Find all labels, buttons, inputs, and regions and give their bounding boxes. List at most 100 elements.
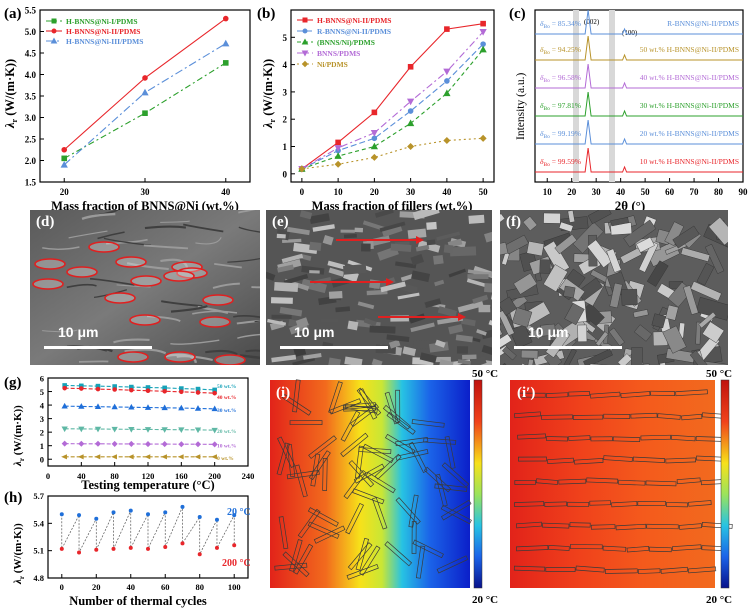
i-filler-35 [297, 508, 321, 539]
f-texture-98 [659, 362, 669, 365]
b-series-3-point-5 [479, 29, 487, 36]
i-filler-36 [384, 541, 413, 567]
e-texture-124 [402, 346, 417, 357]
d-ellipse-14 [164, 351, 196, 363]
b-legend-marker-3 [301, 50, 309, 57]
panel-a-ylabel-sub: r [10, 118, 19, 122]
e-texture-26 [468, 214, 485, 224]
g-series-2-point-9 [211, 405, 218, 412]
i2-filler-5 [650, 390, 676, 396]
d-ellipse-11 [129, 314, 161, 326]
e-texture-41 [292, 357, 316, 365]
i2-filler-62 [513, 565, 546, 572]
a-xtick-label-1: 30 [141, 187, 151, 197]
panel-h-frame [47, 495, 249, 579]
c-trace-delta-2: δBo = 96.58% [540, 73, 581, 84]
i-filler-49 [329, 398, 362, 415]
f-texture-140 [577, 324, 588, 342]
g-series-3-point-2 [94, 426, 102, 433]
h-xtick-label-4: 80 [195, 582, 204, 592]
label-200c: 200 °C [222, 558, 251, 569]
panel-a-ylabel: λr (W/(m·K)) [3, 59, 19, 129]
b-legend-label-4: Ni/PDMS [317, 60, 348, 69]
panel-c-frame [534, 9, 744, 183]
i2-filler-46 [515, 521, 543, 529]
g-series-4-point-0 [61, 440, 68, 447]
e-texture-37 [369, 279, 381, 289]
a-ytick-label-8: 5.5 [25, 6, 37, 16]
panel-a-ylabel-unit: (W/(m·K)) [3, 59, 17, 119]
i-filler-62 [411, 521, 417, 554]
c-xtick-label-8: 90 [739, 187, 749, 197]
g-series-4-point-3 [111, 440, 118, 447]
a-ytick-label-2: 2.5 [25, 135, 37, 145]
i-filler-5 [307, 507, 339, 527]
b-series-2-line [301, 49, 484, 170]
f-texture-92 [543, 264, 569, 292]
g-series-5-point-2 [94, 454, 101, 460]
c-trace-delta-5: δBo = 99.59% [540, 157, 581, 168]
i2-filler-28 [665, 457, 697, 464]
g-ytick-label-1: 1 [40, 441, 44, 451]
i2-filler-38 [514, 501, 545, 507]
i-filler-25 [436, 555, 469, 574]
g-series-label-1: 40 wt.% [217, 395, 237, 401]
c-trace-1 [535, 35, 743, 61]
d-texture-33 [212, 282, 240, 289]
b-series-4-point-5 [479, 134, 487, 142]
panel-c-ylabel: Intensity (a.u.) [515, 72, 527, 140]
i2-filler-6 [675, 389, 708, 397]
sem-image-e: (e) 10 μm [266, 210, 492, 365]
e-texture-79 [328, 267, 345, 277]
e-texture-104 [467, 274, 489, 280]
colorbar-i-prime-max: 50 °C [706, 368, 732, 380]
d-texture-5 [245, 349, 260, 353]
i2-filler-57 [602, 545, 627, 552]
b-legend-label-3: BNNS/PDMS [317, 49, 360, 58]
panel-b-ylabel-sub: r [268, 118, 277, 122]
c-trace-0 [535, 9, 743, 35]
b-legend-label-0: H-BNNS@Ni-II/PDMS [317, 16, 391, 25]
e-texture-130 [274, 281, 299, 292]
i-filler-6 [365, 472, 396, 494]
d-texture-8 [66, 283, 97, 289]
colorbar-i-min: 20 °C [472, 594, 498, 606]
e-texture-107 [386, 334, 410, 342]
e-texture-15 [413, 340, 431, 349]
b-series-3-point-1 [334, 145, 342, 152]
d-texture-37 [126, 262, 169, 271]
e-texture-66 [484, 227, 492, 243]
c-trace-3 [535, 91, 743, 117]
b-series-0-point-2 [371, 109, 378, 116]
h-series-1-point-10 [232, 543, 237, 548]
e-texture-35 [283, 273, 309, 285]
b-series-4-point-1 [334, 160, 342, 168]
f-texture-25 [500, 333, 513, 350]
i-filler-68 [434, 483, 468, 492]
e-texture-2 [357, 301, 375, 310]
e-texture-108 [455, 334, 473, 343]
g-series-3-point-9 [211, 427, 218, 434]
i2-filler-8 [541, 414, 573, 420]
panel-h-ylabel-unit: (W/(m·K)) [12, 523, 24, 576]
a-series-1-point-0 [61, 146, 68, 153]
panel-h-axes: 0 20 40 60 80 100 4.8 5.1 5.4 5.7 [33, 491, 240, 592]
f-texture-129 [610, 217, 629, 227]
d-texture-20 [161, 300, 203, 307]
f-texture-143 [680, 247, 711, 262]
i2-filler-17 [568, 435, 591, 441]
e-texture-131 [419, 352, 437, 364]
g-series-4-point-1 [78, 440, 85, 447]
e-texture-116 [484, 283, 492, 294]
g-ytick-label-0: 0 [40, 455, 44, 465]
i-filler-63 [347, 542, 373, 571]
g-xtick-label-4: 160 [175, 471, 188, 481]
peak-100-label: (100) [622, 29, 638, 37]
e-texture-97 [279, 306, 303, 317]
i-filler-12 [362, 443, 394, 464]
e-texture-38 [410, 322, 435, 333]
i2-filler-4 [620, 391, 651, 399]
e-texture-128 [426, 239, 436, 246]
h-series-1-point-7 [180, 541, 185, 546]
e-texture-24 [436, 231, 461, 241]
